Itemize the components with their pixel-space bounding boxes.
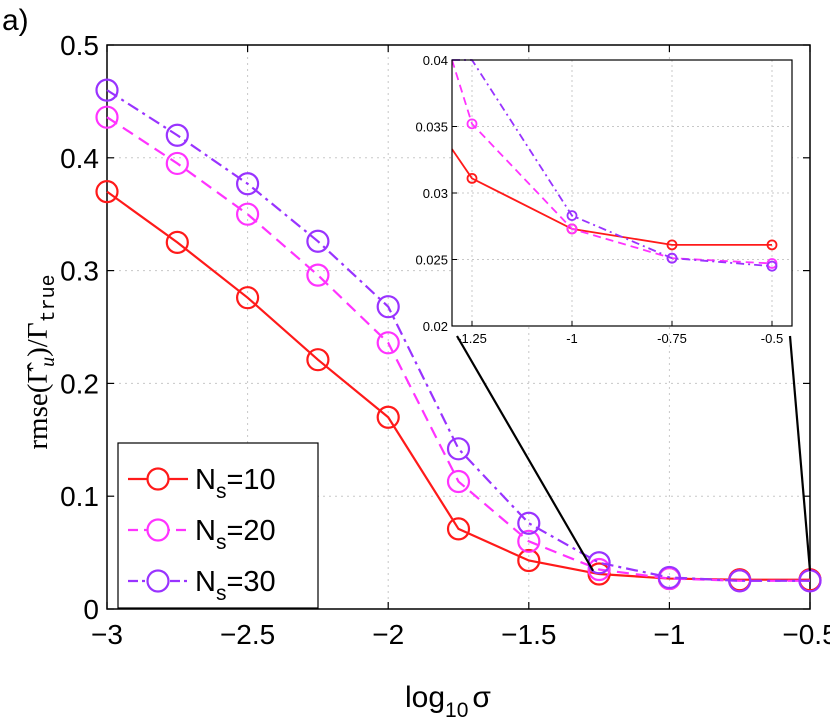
- zoom-callout-lines: [456, 335, 812, 572]
- inset-point-ns10: [666, 239, 678, 251]
- inset-point-ns30: [766, 260, 778, 272]
- inset-point-ns20: [566, 223, 578, 235]
- main-x-tick-label: −0.5: [782, 619, 830, 650]
- main-y-tick-label: 0: [83, 594, 99, 625]
- main-y-tick-label: 0.5: [60, 30, 99, 61]
- inset-line-ns20: [451, 59, 773, 265]
- data-point-ns20: [95, 105, 119, 129]
- main-x-tick-label: −3: [91, 619, 123, 650]
- legend-label-ns10: Ns=10: [195, 464, 276, 503]
- data-point-ns30: [517, 511, 541, 535]
- data-point-ns20: [165, 151, 189, 176]
- data-point-ns30: [376, 295, 400, 319]
- data-point-ns30: [236, 172, 260, 196]
- callout-line-right: [788, 335, 812, 571]
- inset-point-ns30: [666, 252, 678, 264]
- inset-y-tick-label: 0.035: [415, 120, 448, 135]
- y-axis-label: rmse(Γ̂u)/Γtrue: [22, 274, 61, 449]
- main-x-tick-label: −2: [372, 619, 404, 650]
- inset-x-tick-label: -1: [566, 331, 578, 346]
- data-point-ns20: [517, 529, 541, 553]
- legend-marker-ns30: [146, 569, 170, 593]
- data-point-ns30: [165, 123, 189, 147]
- inset-x-tick-label: -1.25: [457, 331, 487, 346]
- data-point-ns10: [306, 348, 330, 372]
- data-point-ns20: [446, 469, 471, 494]
- data-point-ns30: [95, 78, 119, 102]
- panel-label: a): [2, 4, 29, 37]
- legend: Ns=10 Ns=20 Ns=30: [117, 442, 319, 609]
- inset-ticks: -1.25 -1 -0.75 -0.5 0.02 0.025 0.03 0.035 0.04: [415, 53, 783, 346]
- legend-entry-ns10: Ns=10: [128, 464, 276, 503]
- data-point-ns30: [446, 437, 471, 461]
- data-point-ns30: [657, 565, 682, 590]
- main-x-tick-label: −2.5: [220, 619, 275, 650]
- data-point-ns10: [446, 517, 471, 541]
- main-ticks: −3 −2.5 −2 −1.5 −1 −0.5 0 0.1 0.2 0.3 0.4 0.5: [60, 30, 830, 650]
- main-y-tick-label: 0.3: [60, 256, 99, 287]
- main-x-tick-label: −1.5: [501, 619, 556, 650]
- data-point-ns20: [236, 202, 260, 226]
- x-axis-label: log10 σ: [405, 681, 491, 722]
- inset-y-tick-label: 0.03: [423, 186, 448, 201]
- data-point-ns10: [95, 180, 119, 204]
- legend-entry-ns30: Ns=30: [128, 566, 276, 605]
- inset-y-tick-label: 0.02: [423, 319, 448, 334]
- inset-y-tick-label: 0.04: [423, 53, 448, 68]
- legend-marker-ns10: [146, 467, 170, 491]
- inset-point-ns30: [566, 210, 578, 222]
- main-y-tick-label: 0.1: [60, 481, 99, 512]
- inset-y-tick-label: 0.025: [415, 253, 448, 268]
- data-point-ns20: [376, 331, 400, 355]
- data-point-ns10: [236, 286, 260, 310]
- legend-label-ns30: Ns=30: [195, 566, 276, 605]
- main-x-tick-label: −1: [653, 619, 685, 650]
- series-line-ns30: [106, 89, 810, 582]
- data-point-ns20: [306, 263, 330, 287]
- main-y-tick-label: 0.2: [60, 368, 99, 399]
- inset-x-tick-label: -0.5: [761, 331, 783, 346]
- callout-line-left: [456, 335, 595, 572]
- main-plot-frame: [106, 44, 811, 610]
- main-y-tick-label: 0.4: [60, 143, 99, 174]
- data-point-ns30: [728, 569, 752, 593]
- data-point-ns30: [306, 229, 330, 253]
- inset-x-tick-label: -0.75: [657, 331, 687, 346]
- legend-label-ns20: Ns=20: [195, 515, 276, 554]
- data-point-ns20: [587, 557, 611, 582]
- inset-point-ns10: [466, 172, 478, 184]
- inset-point-ns20: [466, 118, 478, 130]
- data-point-ns10: [165, 230, 189, 254]
- inset-point-ns10: [766, 239, 778, 251]
- data-point-ns10: [517, 548, 541, 573]
- data-point-ns10: [376, 405, 400, 429]
- legend-marker-ns20: [146, 518, 170, 542]
- series-ns30: [95, 78, 822, 593]
- legend-entry-ns20: Ns=20: [128, 515, 276, 554]
